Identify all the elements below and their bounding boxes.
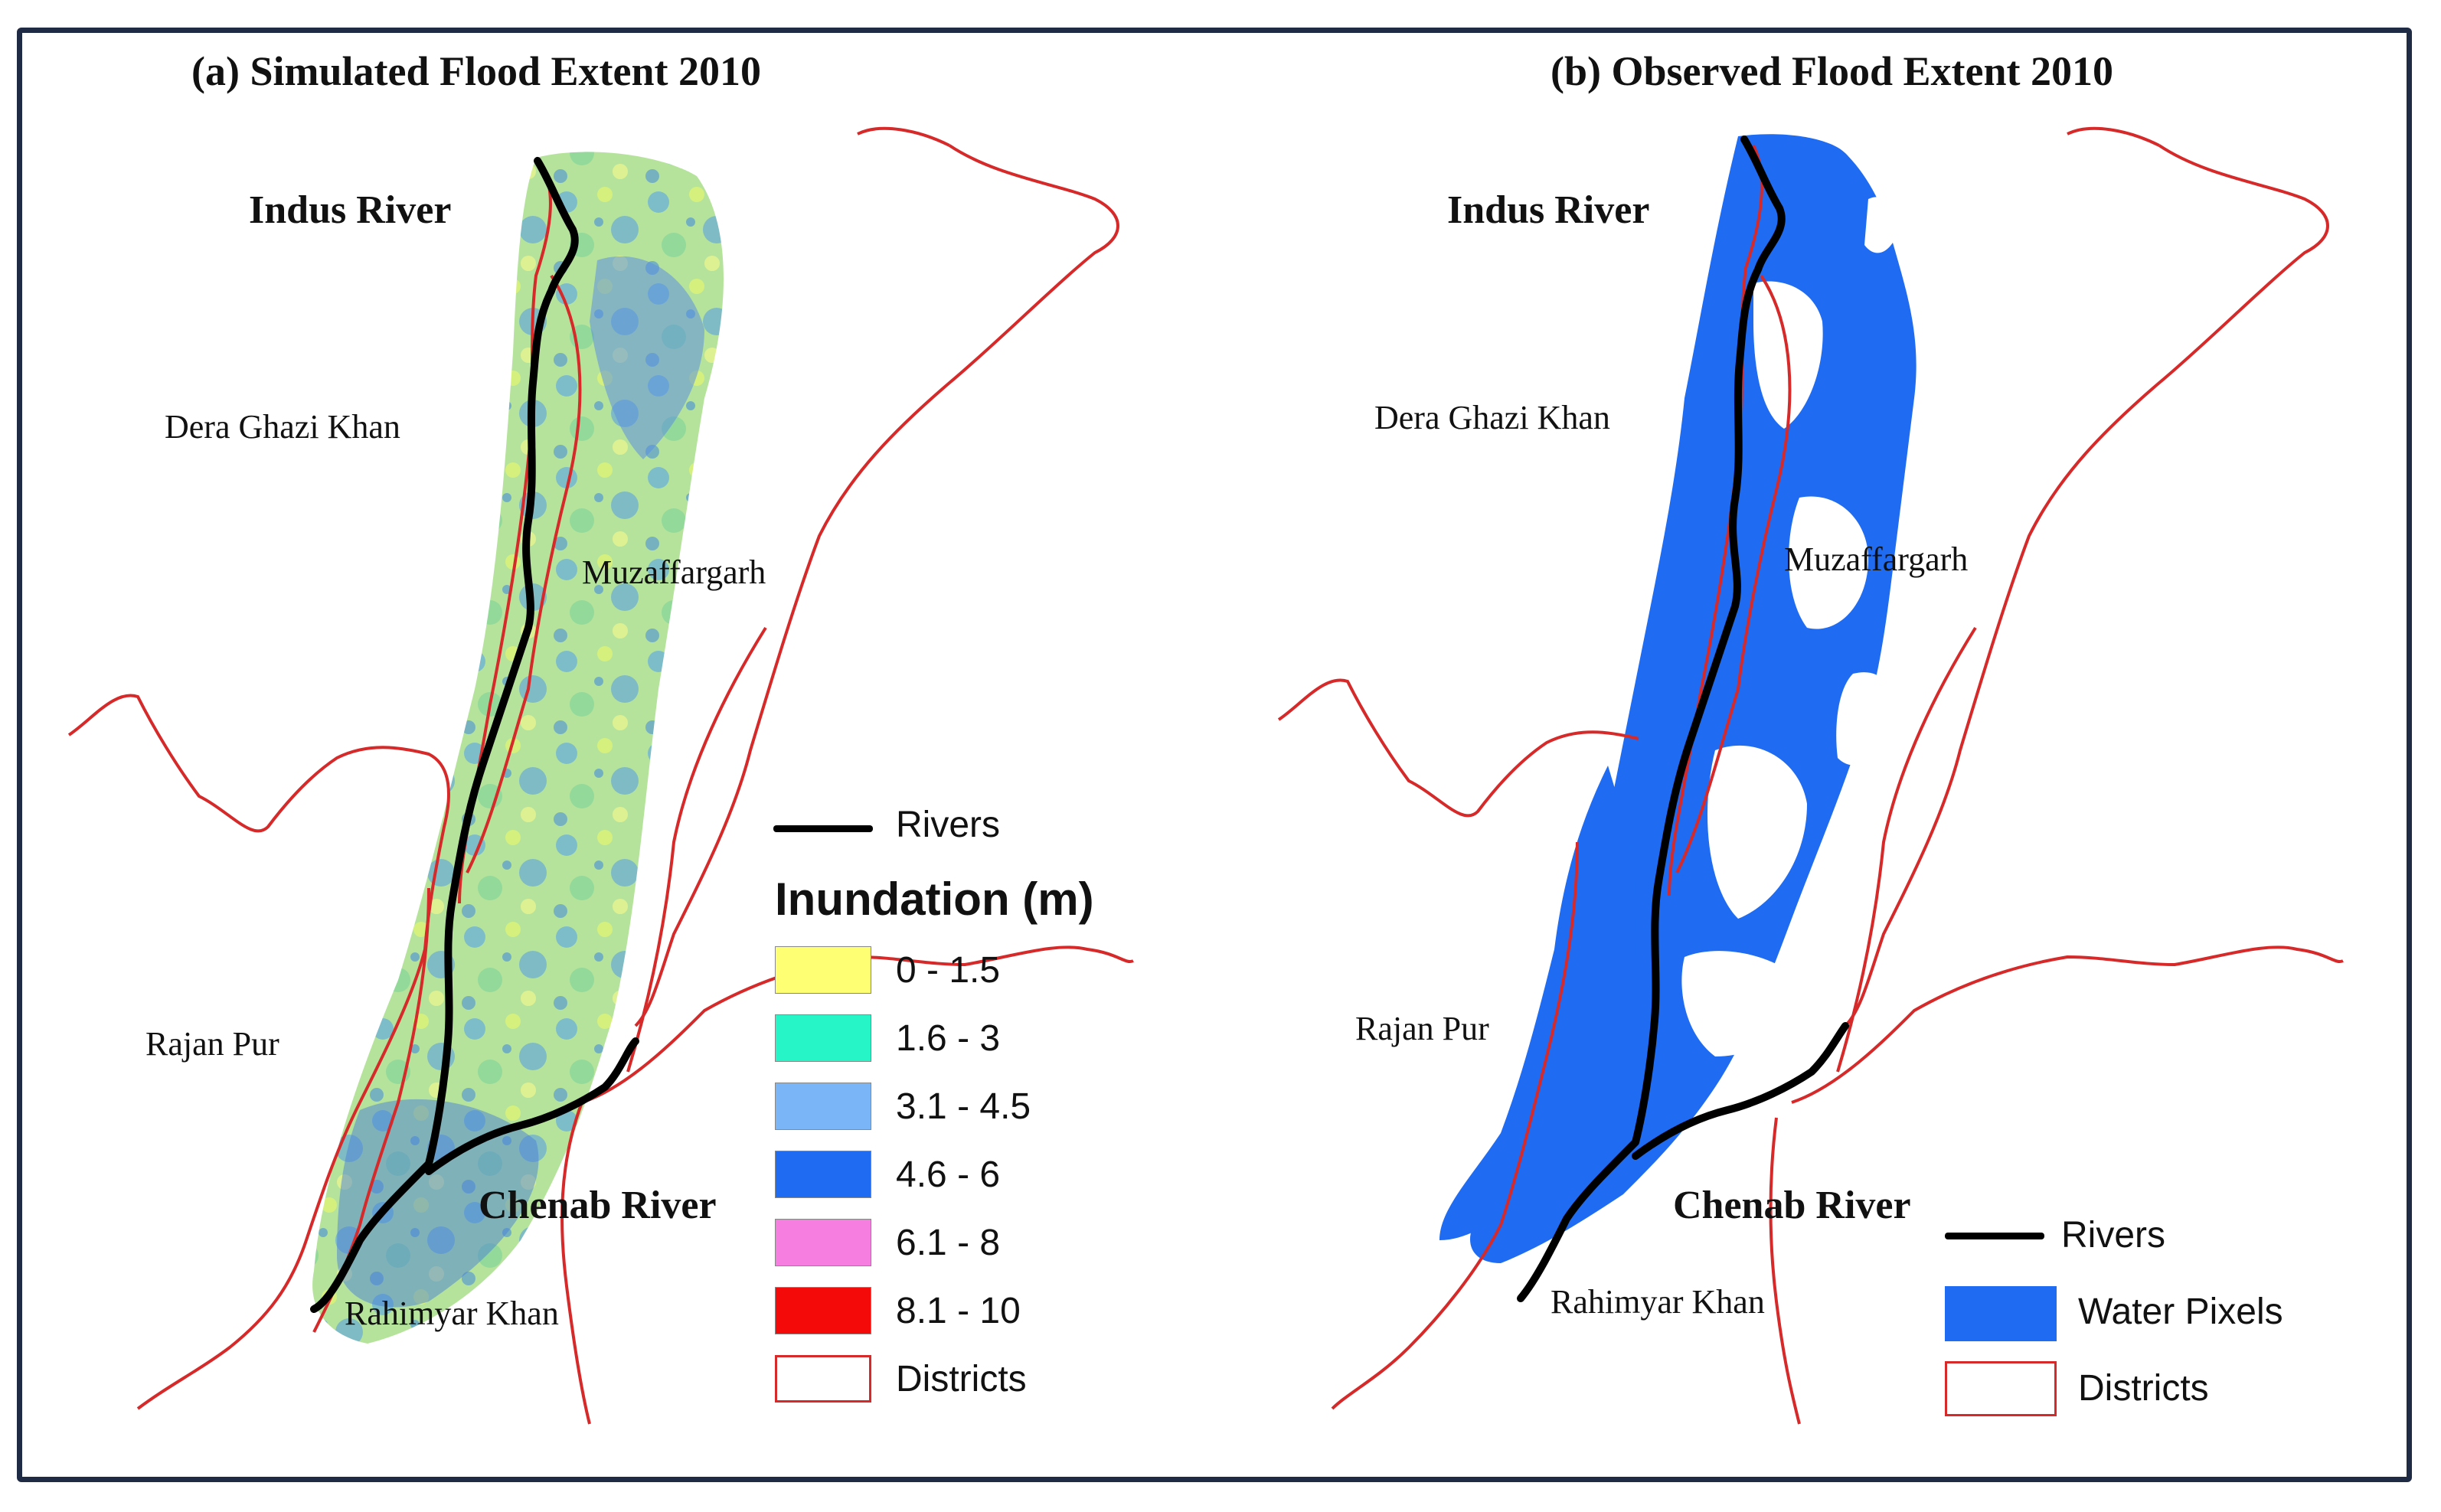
legend-a-class-label: 8.1 - 10 <box>896 1291 1021 1331</box>
panel-a-chenab-label: Chenab River <box>479 1184 717 1227</box>
panel-b-district-muz: Muzaffargarh <box>1784 540 1969 578</box>
district-boundaries-b <box>1277 126 2344 1425</box>
legend-b-rivers-label: Rivers <box>2061 1215 2166 1256</box>
panel-b-chenab-label: Chenab River <box>1673 1184 1911 1227</box>
panel-b-district-rajan: Rajan Pur <box>1355 1010 1489 1047</box>
simulated-flood-area <box>312 152 724 1344</box>
panel-b-indus-label: Indus River <box>1447 188 1650 232</box>
panel-a-title: (a) Simulated Flood Extent 2010 <box>191 48 762 94</box>
legend-a-rivers-label: Rivers <box>896 805 1001 845</box>
legend-a-districts-label: Districts <box>896 1359 1027 1399</box>
legend-a-class-swatch <box>775 1151 871 1198</box>
legend-a-class-swatch <box>775 1083 871 1130</box>
rivers-b <box>1517 136 1849 1302</box>
legend-b-districts-label: Districts <box>2078 1368 2209 1409</box>
legend-a-class-label: 6.1 - 8 <box>896 1223 1001 1263</box>
legend-a-class-label: 1.6 - 3 <box>896 1018 1001 1059</box>
panel-a-district-dgk: Dera Ghazi Khan <box>165 408 400 446</box>
panel-a-district-rahim: Rahimyar Khan <box>345 1295 559 1332</box>
panel-b-map <box>1277 126 2344 1425</box>
rivers-a <box>310 157 639 1313</box>
legend-a-class-label: 4.6 - 6 <box>896 1154 1001 1195</box>
panel-b-district-dgk: Dera Ghazi Khan <box>1374 399 1610 436</box>
dry-areas <box>1681 197 1899 1056</box>
panel-a-indus-label: Indus River <box>249 188 452 232</box>
legend-a-districts-swatch <box>775 1355 871 1403</box>
panel-b-district-rahim: Rahimyar Khan <box>1551 1283 1765 1321</box>
legend-a-title: Inundation (m) <box>775 874 1094 925</box>
legend-a-class-label: 0 - 1.5 <box>896 950 1001 991</box>
legend-b-water-swatch <box>1945 1286 2057 1341</box>
simulated-deep-zone-south <box>337 1099 539 1308</box>
panel-a-district-rajan: Rajan Pur <box>145 1025 279 1063</box>
legend-b-river-swatch <box>1945 1233 2044 1239</box>
legend-b-districts-swatch <box>1945 1361 2057 1416</box>
legend-b-water-label: Water Pixels <box>2078 1292 2283 1332</box>
observed-water-area <box>1470 134 1917 1264</box>
figure-frame <box>17 28 2412 1482</box>
panel-a-map <box>67 126 1134 1425</box>
simulated-deep-zone <box>590 256 704 459</box>
legend-a-class-label: 3.1 - 4.5 <box>896 1086 1031 1127</box>
legend-a-class-swatch <box>775 1014 871 1062</box>
legend-a-class-swatch <box>775 1287 871 1334</box>
observed-water-west <box>1439 766 1636 1240</box>
legend-a-class-swatch <box>775 946 871 994</box>
panel-b-title: (b) Observed Flood Extent 2010 <box>1551 48 2113 94</box>
panel-a-district-muz: Muzaffargarh <box>582 554 766 591</box>
legend-a-class-swatch <box>775 1219 871 1266</box>
legend-a-river-swatch <box>773 825 873 832</box>
